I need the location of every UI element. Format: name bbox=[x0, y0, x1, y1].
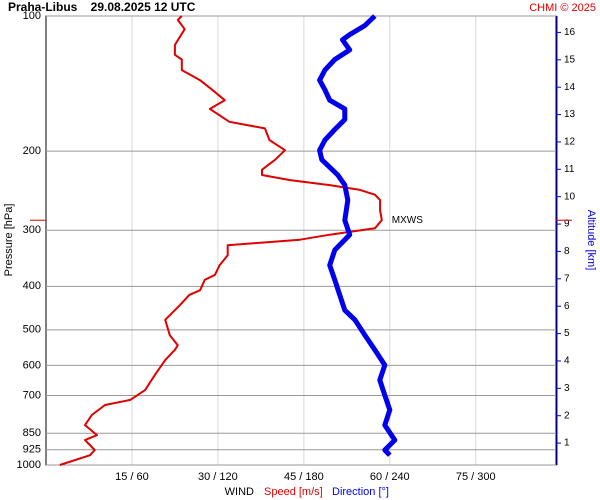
y2-tick-label: 6 bbox=[564, 301, 570, 312]
y2-tick-label: 12 bbox=[564, 137, 576, 148]
profile-line bbox=[59, 15, 383, 466]
y-tick-label: 500 bbox=[23, 324, 41, 336]
profile-line bbox=[317, 14, 398, 457]
x-tick-label: 75 / 300 bbox=[456, 471, 496, 483]
y2-axis-label: Altitude [km] bbox=[585, 210, 597, 271]
y2-tick-label: 1 bbox=[564, 438, 570, 449]
y2-tick-label: 13 bbox=[564, 109, 576, 120]
y2-tick-label: 14 bbox=[564, 82, 576, 93]
y2-tick-label: 16 bbox=[564, 27, 576, 38]
x-tick-label: 45 / 180 bbox=[284, 471, 324, 483]
y2-tick-label: 7 bbox=[564, 273, 570, 284]
y2-tick-label: 9 bbox=[564, 219, 570, 230]
annotation: MXWS bbox=[392, 215, 423, 226]
y-tick-label: 200 bbox=[23, 145, 41, 157]
y-tick-label: 400 bbox=[23, 280, 41, 292]
chart-title: Praha-Libus 29.08.2025 12 UTC bbox=[8, 0, 196, 14]
y2-tick-label: 2 bbox=[564, 410, 570, 421]
y-tick-label: 300 bbox=[23, 224, 41, 236]
y2-tick-label: 8 bbox=[564, 246, 570, 257]
y-tick-label: 700 bbox=[23, 389, 41, 401]
x-tick-label: 30 / 120 bbox=[198, 471, 238, 483]
y-tick-label: 1000 bbox=[17, 459, 41, 471]
y-tick-label: 100 bbox=[23, 10, 41, 22]
x-tick-label: 60 / 240 bbox=[370, 471, 410, 483]
y2-tick-label: 3 bbox=[564, 383, 570, 394]
y2-tick-label: 15 bbox=[564, 54, 576, 65]
y-tick-label: 600 bbox=[23, 359, 41, 371]
x-axis-label: WIND bbox=[225, 486, 254, 498]
y-tick-label: 925 bbox=[23, 444, 41, 456]
legend-entry: Speed [m/s] bbox=[264, 486, 323, 498]
y-tick-label: 850 bbox=[23, 427, 41, 439]
x-tick-label: 15 / 60 bbox=[115, 471, 149, 483]
y-axis-label: Pressure [hPa] bbox=[3, 204, 15, 277]
source: CHMI © 2025 bbox=[529, 2, 596, 14]
y2-tick-label: 4 bbox=[564, 356, 570, 367]
y2-tick-label: 5 bbox=[564, 328, 570, 339]
y2-tick-label: 11 bbox=[564, 164, 575, 175]
legend-entry: Direction [°] bbox=[332, 486, 389, 498]
y2-tick-label: 10 bbox=[564, 191, 576, 202]
